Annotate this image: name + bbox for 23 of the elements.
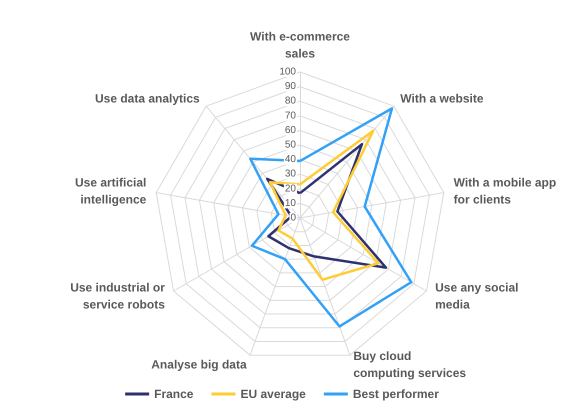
y-tick-label: 0 [290,212,296,224]
y-tick-label: 60 [284,124,296,136]
legend-label: France [154,387,194,401]
spoke-label: Analyse big data [151,358,247,372]
spoke-label: With e-commerce sales [250,30,350,60]
spoke-label: With a website [400,91,484,106]
y-tick-label: 70 [284,110,296,122]
legend-label: EU average [240,387,306,401]
spoke-label: Use industrial or service robots [70,280,166,312]
spoke-label: Use any social media [435,280,518,312]
y-tick-label: 80 [284,96,296,107]
y-tick-label: 100 [279,66,296,78]
y-tick-label: 30 [284,168,296,180]
legend-label: Best performer [352,387,440,401]
spoke-label: Buy cloud computing services [353,349,466,380]
y-tick-label: 40 [284,154,296,166]
y-tick-label: 10 [284,198,296,209]
spoke-label: Use artificial intelligence [74,175,147,206]
y-tick-label: 50 [284,140,296,150]
spoke-label: Use data analytics [95,91,200,106]
y-tick-label: 90 [284,81,296,92]
y-tick-label: 20 [284,183,296,194]
spoke-label: With a mobile app for clients [454,175,556,206]
